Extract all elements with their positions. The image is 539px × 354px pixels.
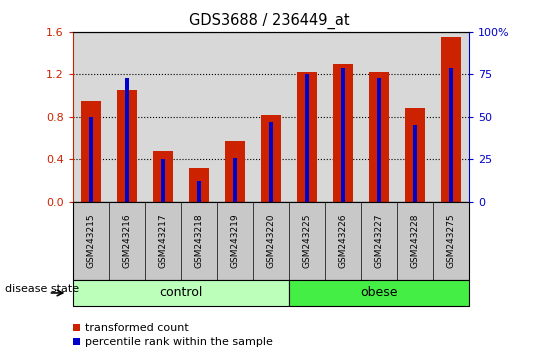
Text: GSM243220: GSM243220 <box>266 213 275 268</box>
Text: GSM243275: GSM243275 <box>446 213 455 268</box>
Text: control: control <box>159 286 203 299</box>
Text: GSM243215: GSM243215 <box>86 213 95 268</box>
Text: GSM243219: GSM243219 <box>230 213 239 268</box>
Bar <box>305 74 309 202</box>
Text: GSM243228: GSM243228 <box>410 213 419 268</box>
Bar <box>333 64 353 202</box>
Bar <box>89 117 93 202</box>
Bar <box>405 108 425 202</box>
Bar <box>377 78 381 202</box>
Text: obese: obese <box>360 286 398 299</box>
Text: GSM243216: GSM243216 <box>122 213 132 268</box>
Text: GSM243227: GSM243227 <box>375 213 383 268</box>
Bar <box>261 115 281 202</box>
Bar <box>153 151 172 202</box>
Bar <box>369 72 389 202</box>
Text: GSM243217: GSM243217 <box>158 213 167 268</box>
Bar <box>125 78 129 202</box>
Bar <box>161 159 164 202</box>
Text: GSM243226: GSM243226 <box>338 213 347 268</box>
Bar <box>269 122 273 202</box>
Bar <box>449 68 453 202</box>
Text: transformed count: transformed count <box>85 322 189 332</box>
Bar <box>413 125 417 202</box>
Bar <box>341 68 344 202</box>
Bar <box>225 141 245 202</box>
Bar <box>297 72 317 202</box>
Bar <box>441 37 461 202</box>
Text: disease state: disease state <box>5 284 80 295</box>
Text: GSM243218: GSM243218 <box>195 213 203 268</box>
Bar <box>81 101 101 202</box>
Text: GDS3688 / 236449_at: GDS3688 / 236449_at <box>189 12 350 29</box>
Bar <box>197 181 201 202</box>
Bar <box>117 90 137 202</box>
Text: percentile rank within the sample: percentile rank within the sample <box>85 337 273 347</box>
Text: GSM243225: GSM243225 <box>302 213 312 268</box>
Bar <box>233 158 237 202</box>
Bar <box>189 168 209 202</box>
